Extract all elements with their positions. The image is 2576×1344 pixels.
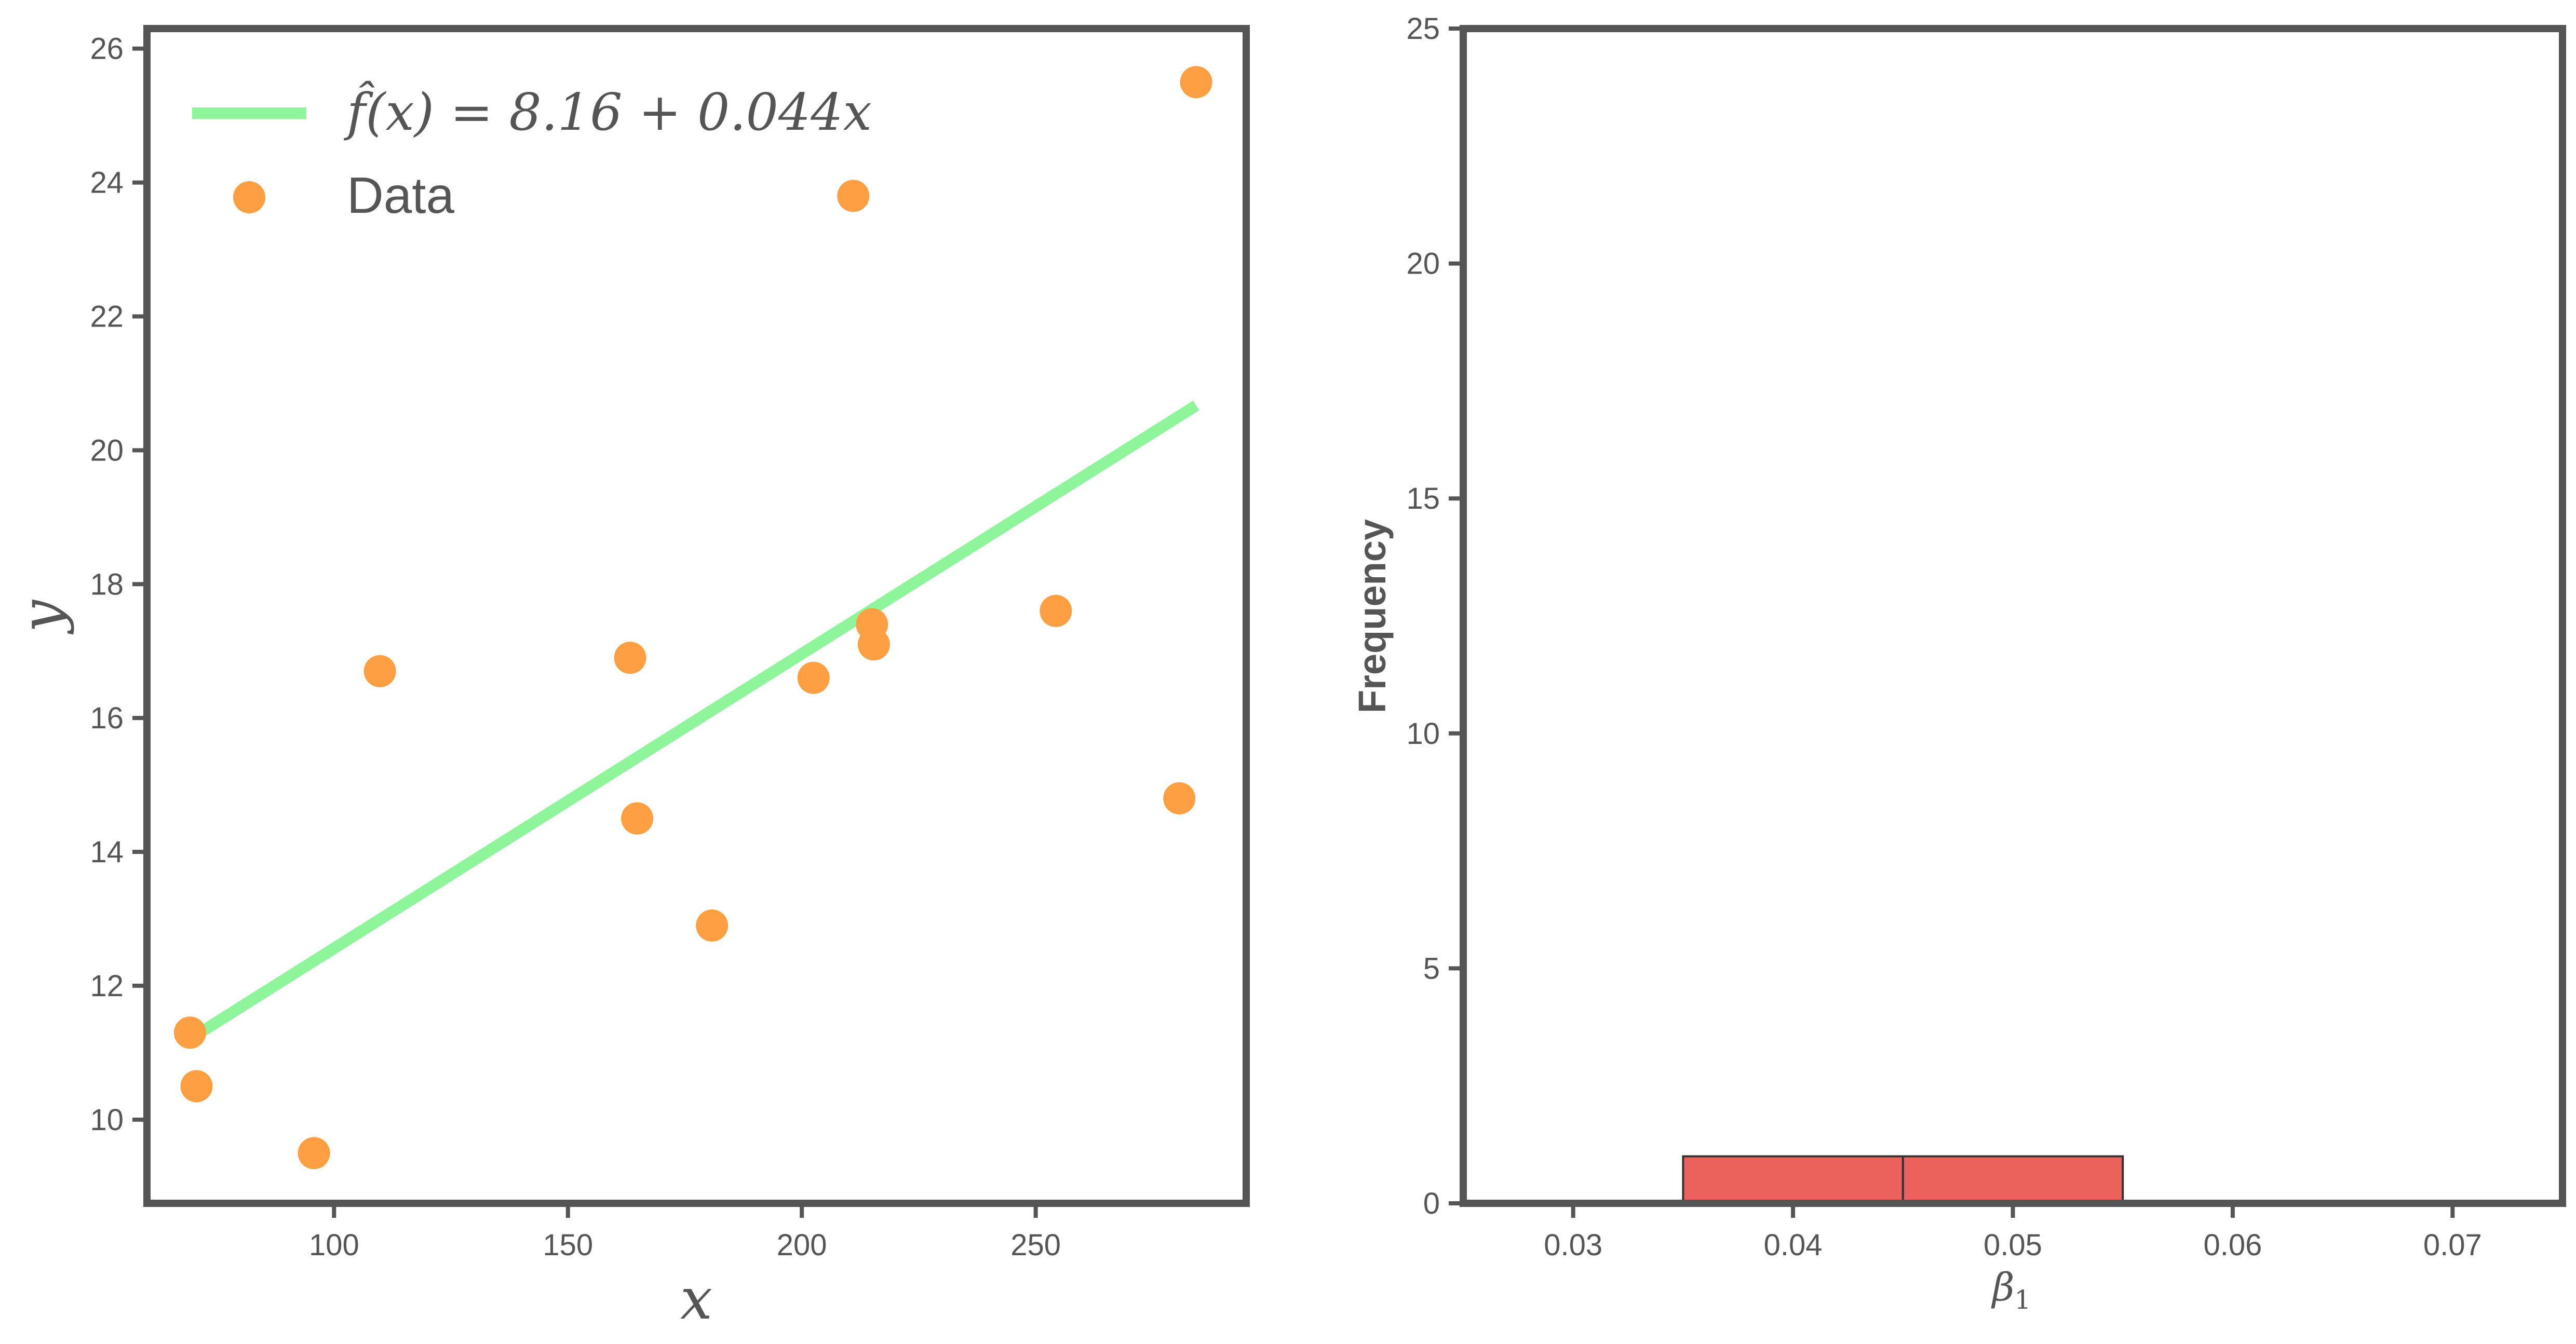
y-tick-label: 18: [90, 567, 124, 601]
y-tick-label: 22: [90, 300, 124, 333]
x-tick-label: 0.06: [2203, 1228, 2262, 1262]
histogram-bar: [1901, 1155, 2124, 1204]
legend-fit-label: f̂(x) = 8.16 + 0.044x: [343, 81, 872, 142]
data-point: [696, 909, 729, 942]
data-point: [173, 1016, 206, 1049]
histogram-x-subscript: 1: [2014, 1285, 2031, 1315]
y-tick-label: 14: [90, 835, 124, 869]
x-tick-label: 250: [1010, 1228, 1061, 1262]
histogram-x-axis-label: β1: [1991, 1265, 2031, 1315]
y-tick-label: 20: [1406, 247, 1440, 281]
histogram-bars: [1682, 1155, 2124, 1204]
y-tick-label: 10: [1406, 717, 1440, 751]
y-tick-label: 10: [90, 1103, 124, 1137]
data-point: [1040, 594, 1072, 627]
x-tick-label: 0.05: [1984, 1228, 2042, 1262]
scatter-plot-frame: [143, 25, 1250, 1207]
x-tick-label: 150: [543, 1228, 593, 1262]
x-tick-label: 0.04: [1764, 1228, 1823, 1262]
scatter-y-axis-label: y: [8, 599, 75, 635]
legend-data-label: Data: [347, 167, 455, 224]
y-tick-label: 0: [1423, 1187, 1440, 1220]
y-tick-label: 15: [1406, 482, 1440, 515]
data-point: [1163, 782, 1196, 814]
histogram-y-axis-label: Frequency: [1351, 519, 1394, 713]
y-tick-label: 20: [90, 433, 124, 467]
histogram-panel: 0.03 0.04 0.05 0.06 0.07 0 5 10 15 20 25 β1 Frequ…: [1351, 12, 2566, 1315]
scatter-marks: [173, 66, 1212, 1170]
x-tick-label: 0.07: [2423, 1228, 2482, 1262]
data-point: [837, 180, 870, 212]
histogram-x-ticks: 0.03 0.04 0.05 0.06 0.07: [1544, 1203, 2482, 1262]
scatter-y-ticks: 10 12 14 16 18 20 22 24 26: [90, 32, 147, 1137]
x-tick-label: 0.03: [1544, 1228, 1602, 1262]
histogram-plot-frame: [1460, 25, 2566, 1207]
x-tick-label: 200: [777, 1228, 827, 1262]
data-point: [797, 661, 830, 694]
x-tick-label: 100: [309, 1228, 359, 1262]
data-point: [857, 628, 890, 661]
data-point: [298, 1137, 330, 1170]
histogram-x-symbol: β: [1991, 1265, 2015, 1310]
y-tick-label: 16: [90, 701, 124, 735]
legend-fit-equation: (x) = 8.16 + 0.044x: [366, 83, 872, 142]
scatter-x-ticks: 100 150 200 250: [309, 1203, 1061, 1262]
scatter-panel: 100 150 200 250 10 12 14 16 18 20 22 24 26 x y f̂(x…: [8, 25, 1250, 1332]
data-point: [614, 642, 646, 674]
data-point: [621, 802, 654, 835]
data-point: [180, 1070, 213, 1103]
regression-line: [187, 400, 1199, 1044]
y-tick-label: 5: [1423, 952, 1440, 985]
y-tick-label: 24: [90, 166, 124, 200]
y-tick-label: 12: [90, 969, 124, 1003]
legend-data-swatch: [233, 181, 265, 213]
y-tick-label: 25: [1406, 12, 1440, 46]
scatter-legend: f̂(x) = 8.16 + 0.044x Data: [192, 81, 872, 224]
data-point: [1180, 66, 1212, 99]
scatter-x-axis-label: x: [680, 1266, 712, 1332]
histogram-bar: [1682, 1155, 1904, 1204]
y-tick-label: 26: [90, 32, 124, 66]
data-point: [363, 655, 396, 687]
histogram-y-ticks: 0 5 10 15 20 25: [1406, 12, 1463, 1220]
